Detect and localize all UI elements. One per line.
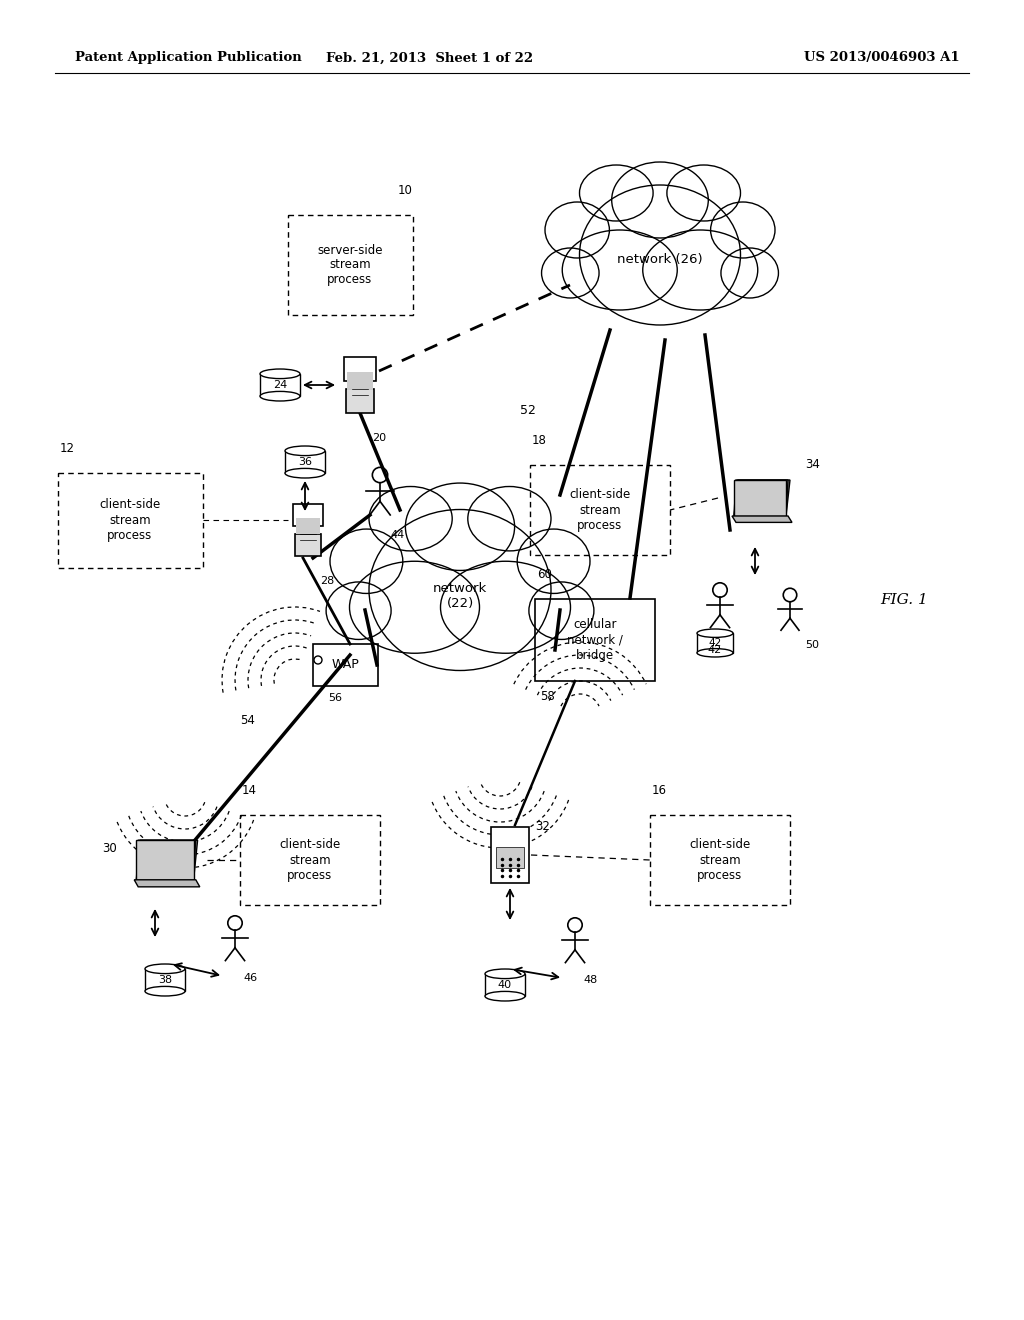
Bar xyxy=(346,389,374,413)
Ellipse shape xyxy=(485,991,525,1001)
Ellipse shape xyxy=(369,510,551,671)
Text: client-side
stream
process: client-side stream process xyxy=(99,499,161,541)
Ellipse shape xyxy=(562,230,677,310)
Ellipse shape xyxy=(145,986,185,997)
Text: 56: 56 xyxy=(328,693,342,704)
Bar xyxy=(260,374,300,396)
Text: 16: 16 xyxy=(652,784,667,797)
Text: 40: 40 xyxy=(498,979,512,990)
Ellipse shape xyxy=(529,582,594,639)
Text: 28: 28 xyxy=(319,576,334,586)
Text: 24: 24 xyxy=(272,380,287,389)
Text: 42: 42 xyxy=(708,645,722,655)
Text: 18: 18 xyxy=(532,434,547,447)
Ellipse shape xyxy=(711,202,775,257)
Text: 36: 36 xyxy=(298,457,312,467)
Text: 30: 30 xyxy=(102,842,117,855)
Bar xyxy=(288,215,413,315)
Bar xyxy=(650,814,790,906)
Polygon shape xyxy=(734,480,790,516)
Bar xyxy=(296,517,321,535)
Text: 48: 48 xyxy=(583,975,597,985)
Bar xyxy=(347,372,373,389)
Text: 58: 58 xyxy=(541,690,555,704)
Text: WAP: WAP xyxy=(331,659,358,672)
Ellipse shape xyxy=(611,162,709,238)
Text: server-side
stream
process: server-side stream process xyxy=(317,243,383,286)
Bar xyxy=(697,634,733,653)
Ellipse shape xyxy=(330,529,402,594)
Text: client-side
stream
process: client-side stream process xyxy=(280,838,341,882)
Polygon shape xyxy=(734,480,786,516)
Text: client-side
stream
process: client-side stream process xyxy=(689,838,751,882)
Ellipse shape xyxy=(145,964,185,974)
Ellipse shape xyxy=(485,969,525,978)
Text: cellular
network /
bridge: cellular network / bridge xyxy=(567,619,623,661)
Ellipse shape xyxy=(697,630,733,638)
Text: 54: 54 xyxy=(240,714,255,726)
Bar xyxy=(57,473,203,568)
Text: 60: 60 xyxy=(537,568,552,581)
Text: network (26): network (26) xyxy=(617,253,702,267)
Ellipse shape xyxy=(580,185,740,325)
Ellipse shape xyxy=(580,165,653,220)
Ellipse shape xyxy=(260,370,300,379)
Bar xyxy=(285,451,325,473)
Polygon shape xyxy=(136,841,196,880)
Polygon shape xyxy=(732,516,792,523)
Ellipse shape xyxy=(643,230,758,310)
Polygon shape xyxy=(136,841,194,880)
Text: 38: 38 xyxy=(158,975,172,985)
Ellipse shape xyxy=(545,202,609,257)
Text: 50: 50 xyxy=(805,640,819,649)
Bar xyxy=(535,599,655,681)
Ellipse shape xyxy=(326,582,391,639)
Text: 44: 44 xyxy=(390,531,404,540)
Bar xyxy=(490,828,529,883)
Text: 14: 14 xyxy=(242,784,257,797)
Bar xyxy=(530,465,670,554)
Text: Patent Application Publication: Patent Application Publication xyxy=(75,51,302,65)
Ellipse shape xyxy=(697,648,733,657)
Bar xyxy=(496,846,524,867)
Text: 34: 34 xyxy=(805,458,820,471)
Text: 42: 42 xyxy=(709,638,722,648)
Text: FIG. 1: FIG. 1 xyxy=(880,593,928,607)
Text: 32: 32 xyxy=(535,820,550,833)
Polygon shape xyxy=(734,480,788,516)
Bar xyxy=(344,356,376,380)
Bar xyxy=(240,814,380,906)
Text: network
(22): network (22) xyxy=(433,582,487,610)
Bar xyxy=(312,644,378,686)
Text: 46: 46 xyxy=(243,973,257,983)
Ellipse shape xyxy=(542,248,599,298)
Text: 20: 20 xyxy=(372,433,386,444)
Text: 52: 52 xyxy=(520,404,536,417)
Text: 10: 10 xyxy=(397,183,413,197)
Ellipse shape xyxy=(517,529,590,594)
Ellipse shape xyxy=(468,487,551,550)
Bar xyxy=(485,974,525,997)
Text: 12: 12 xyxy=(59,441,75,454)
Polygon shape xyxy=(136,841,198,880)
Polygon shape xyxy=(134,880,200,887)
Ellipse shape xyxy=(369,487,453,550)
Ellipse shape xyxy=(721,248,778,298)
Text: client-side
stream
process: client-side stream process xyxy=(569,488,631,532)
Bar xyxy=(145,969,185,991)
Bar xyxy=(295,535,321,557)
Ellipse shape xyxy=(667,165,740,220)
Ellipse shape xyxy=(349,561,479,653)
Text: US 2013/0046903 A1: US 2013/0046903 A1 xyxy=(805,51,961,65)
Ellipse shape xyxy=(260,392,300,401)
Ellipse shape xyxy=(285,469,325,478)
Ellipse shape xyxy=(440,561,570,653)
Ellipse shape xyxy=(406,483,515,570)
Text: Feb. 21, 2013  Sheet 1 of 22: Feb. 21, 2013 Sheet 1 of 22 xyxy=(327,51,534,65)
Bar xyxy=(293,504,324,525)
Ellipse shape xyxy=(285,446,325,455)
